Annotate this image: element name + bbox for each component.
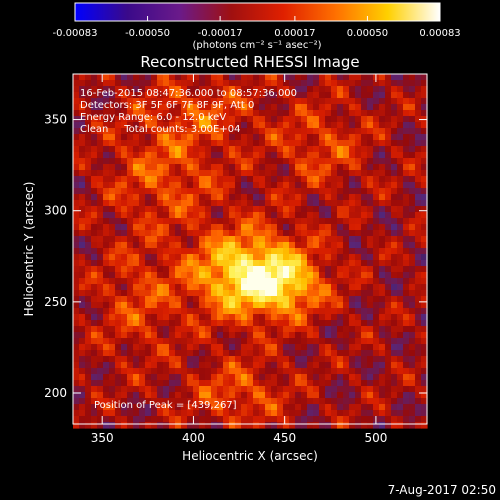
colorbar-tick-label: 0.00017: [274, 28, 315, 39]
plot-frame: [72, 73, 428, 425]
colorbar-tick-label: -0.00017: [198, 28, 243, 39]
colorbar-tick-label: -0.00083: [53, 28, 98, 39]
colorbar-unit-label: (photons cm⁻² s⁻¹ asec⁻²): [192, 40, 321, 51]
info-line: Energy Range: 6.0 - 12.0 keV: [80, 112, 226, 123]
y-tick-label: 350: [44, 113, 67, 127]
info-line: Clean Total counts: 3.00E+04: [80, 124, 240, 135]
axis-ticks: 350 400 450 500 200 250 300 350: [44, 74, 427, 445]
colorbar: [74, 2, 441, 22]
x-axis-label: Heliocentric X (arcsec): [182, 449, 318, 463]
x-tick-label: 350: [91, 431, 114, 445]
chart-title: Reconstructed RHESSI Image: [140, 53, 359, 71]
peak-position-label: Position of Peak = [439,267]: [94, 400, 237, 411]
y-tick-label: 300: [44, 204, 67, 218]
y-axis-label: Heliocentric Y (arcsec): [22, 182, 36, 317]
heatmap-image: [73, 74, 428, 429]
footer-timestamp: 7-Aug-2017 02:50: [388, 483, 496, 497]
colorbar-tick-label: 0.00050: [347, 28, 388, 39]
info-block: 16-Feb-2015 08:47:36.000 to 08:57:36.000…: [80, 88, 297, 135]
x-tick-label: 400: [182, 431, 205, 445]
info-line: 16-Feb-2015 08:47:36.000 to 08:57:36.000: [80, 88, 297, 99]
x-tick-label: 450: [273, 431, 296, 445]
x-tick-label: 500: [364, 431, 387, 445]
info-line: Detectors: 3F 5F 6F 7F 8F 9F, Att 0: [80, 100, 254, 111]
y-tick-label: 250: [44, 295, 67, 309]
y-tick-label: 200: [44, 386, 67, 400]
colorbar-tick-label: -0.00050: [125, 28, 170, 39]
colorbar-tick-label: 0.00083: [419, 28, 460, 39]
colorbar-ticks: -0.00083 -0.00050 -0.00017 0.00017 0.00050 0.…: [53, 16, 461, 39]
